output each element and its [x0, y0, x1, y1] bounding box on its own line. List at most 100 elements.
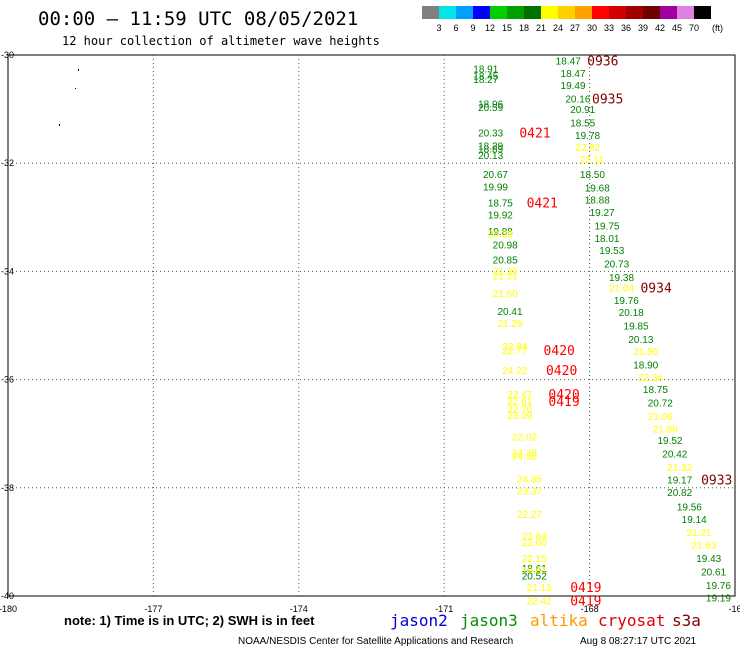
- time-label: 0420: [548, 388, 579, 403]
- scale-swatch: [660, 6, 677, 19]
- swh-value: 22.27: [517, 510, 542, 521]
- scale-swatch: [524, 6, 541, 19]
- scale-swatch: [507, 6, 524, 19]
- swh-value: 19.17: [667, 476, 692, 487]
- swh-value: 23.09: [507, 411, 532, 422]
- scale-swatch: [439, 6, 456, 19]
- swh-value: 19.76: [706, 581, 731, 592]
- swh-value: 20.16: [565, 94, 590, 105]
- swh-value: 18.90: [633, 360, 658, 371]
- scale-swatch: [643, 6, 660, 19]
- satellite-jason2: jason2: [390, 611, 448, 630]
- swh-value: 19.88: [488, 227, 513, 238]
- scale-swatch: [490, 6, 507, 19]
- swh-value: 18.61: [522, 564, 547, 575]
- scale-swatch: [677, 6, 694, 19]
- swh-value: 19.99: [483, 182, 508, 193]
- swh-value: 21.36: [493, 266, 518, 277]
- swh-value: 22.11: [580, 155, 605, 166]
- scale-label: 27: [570, 23, 580, 33]
- satellite-jason3: jason3: [460, 611, 518, 630]
- axis-tick-labels: -180 -177 -174 -171 -168 -16 -30 -32 -34 -36 -38 -4…: [0, 50, 740, 614]
- swh-value: 18.96: [478, 100, 503, 111]
- swh-value: 22.36: [638, 373, 663, 384]
- swh-value: 22.42: [527, 596, 552, 607]
- swh-value: 20.33: [478, 128, 503, 139]
- swh-value: 19.27: [590, 208, 615, 219]
- satellite-legend: jason2 jason3 altika cryosat s3a: [390, 611, 701, 630]
- color-scale: 3 6 9 12 15 18 21 24 27 30 33 36 39 42 45 70: [422, 6, 711, 33]
- swh-value: 20.85: [493, 255, 518, 266]
- swh-value: 20.13: [478, 151, 503, 162]
- swh-value: 19.76: [614, 296, 639, 307]
- scale-swatch: [609, 6, 626, 19]
- swh-value: 19.78: [575, 131, 600, 142]
- y-tick-label: -38: [1, 483, 14, 493]
- scale-swatch: [422, 6, 439, 19]
- scale-label: 36: [621, 23, 631, 33]
- swh-value: 19.14: [682, 515, 707, 526]
- scale-swatch: [592, 6, 609, 19]
- time-label: 0935: [592, 92, 623, 107]
- swh-value: 19.81: [522, 566, 547, 577]
- time-label: 0419: [548, 395, 579, 410]
- scale-swatch: [541, 6, 558, 19]
- swh-value: 22.82: [575, 143, 600, 154]
- swh-value: 22.15: [522, 554, 547, 565]
- swh-value: 24.38: [512, 451, 537, 462]
- time-label: 0933: [701, 474, 732, 489]
- swh-value: 19.19: [706, 594, 731, 605]
- y-tick-label: -40: [1, 591, 14, 601]
- swh-value: 21.84: [522, 531, 547, 542]
- x-tick-label: -16: [728, 604, 740, 614]
- pass-time-labels: 0936093504210421093404200420042004190933…: [519, 54, 732, 609]
- time-label: 0421: [519, 126, 550, 141]
- time-label: 0420: [544, 344, 575, 359]
- scale-swatch: [456, 6, 473, 19]
- swh-value: 19.75: [594, 221, 619, 232]
- time-label: 0421: [527, 197, 558, 212]
- swh-value: 22.02: [512, 432, 537, 443]
- scale-swatch: [626, 6, 643, 19]
- swh-value: 20.18: [619, 308, 644, 319]
- scale-swatch: [694, 6, 711, 19]
- swh-value: 18.75: [488, 199, 513, 210]
- swh-value: 20.61: [701, 568, 726, 579]
- swh-value: 21.13: [527, 583, 552, 594]
- scale-label: 45: [672, 23, 682, 33]
- swh-value: 18.29: [478, 141, 503, 152]
- swh-value: 19.38: [609, 273, 634, 284]
- swh-value: 18.89: [478, 145, 503, 156]
- swh-value: 20.67: [483, 170, 508, 181]
- swh-value: 18.47: [561, 69, 586, 80]
- scale-label: 9: [470, 23, 475, 33]
- time-label: 0934: [640, 282, 671, 297]
- swh-value: 18.47: [556, 56, 581, 67]
- swh-value: 19.92: [488, 211, 513, 222]
- satellite-altika: altika: [530, 611, 588, 630]
- scale-label: 15: [502, 23, 512, 33]
- x-tick-label: -177: [144, 604, 162, 614]
- swh-value: 21.04: [609, 284, 634, 295]
- swh-value: 20.13: [628, 335, 653, 346]
- scale-label: 3: [436, 23, 441, 33]
- swh-value: 24.22: [502, 366, 527, 377]
- swh-value: 21.21: [493, 272, 518, 283]
- island-specks: [59, 69, 79, 126]
- swh-value: 18.75: [643, 385, 668, 396]
- swh-value: 21.29: [498, 319, 523, 330]
- swh-value: 20.98: [493, 240, 518, 251]
- swh-value: 24.38: [512, 449, 537, 460]
- swh-value: 19.85: [624, 322, 649, 333]
- footer-timestamp: Aug 8 08:27:17 UTC 2021: [580, 636, 697, 647]
- scale-label: 39: [638, 23, 648, 33]
- scale-label: 70: [689, 23, 699, 33]
- swh-value: 20.82: [667, 488, 692, 499]
- scale-label: 21: [536, 23, 546, 33]
- swh-value: 23.37: [517, 487, 542, 498]
- x-tick-label: -171: [435, 604, 453, 614]
- scale-label: 18: [519, 23, 529, 33]
- chart-subtitle: 12 hour collection of altimeter wave hei…: [62, 34, 380, 48]
- swh-value: 21.06: [648, 412, 673, 423]
